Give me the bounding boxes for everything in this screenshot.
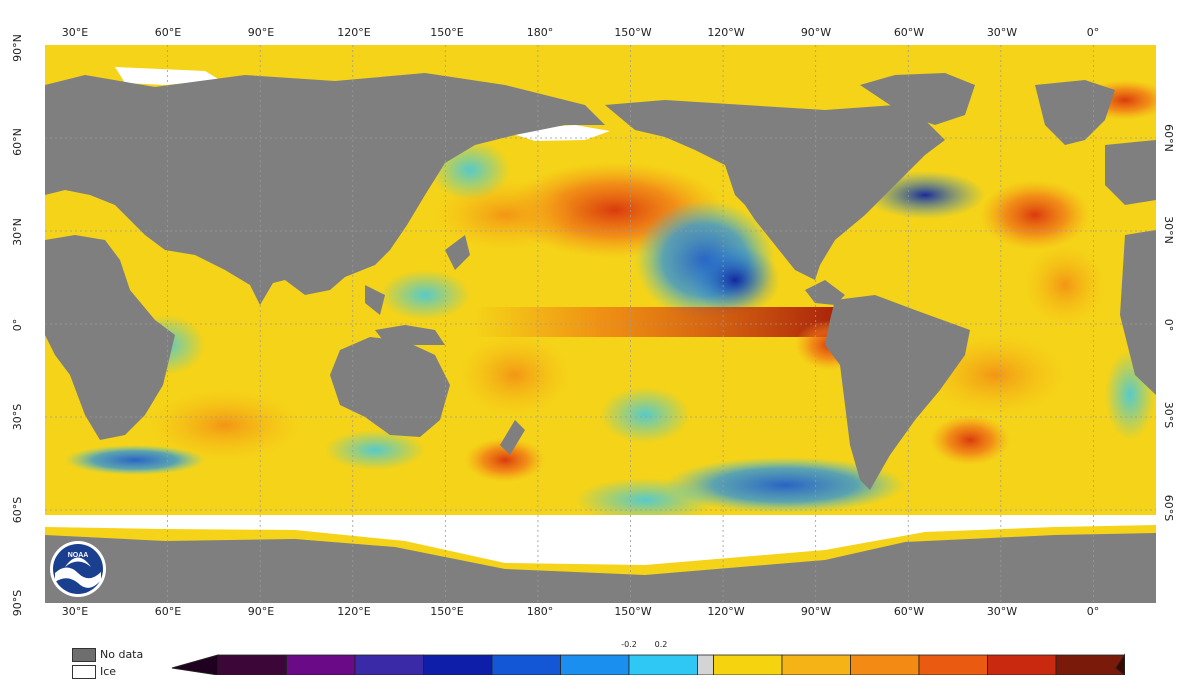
lon-label-150w-bottom: 150°W <box>614 605 652 618</box>
lat-label-0-right: 0° <box>1162 318 1175 332</box>
lon-label-60e-top: 60°E <box>154 26 182 39</box>
north-atlantic-warm-patch <box>980 180 1090 250</box>
japan-landmass <box>445 235 470 270</box>
colorbar-segment <box>697 654 714 675</box>
colorbar-segment <box>781 654 851 675</box>
lon-label-180-top: 180° <box>526 26 554 39</box>
noaa-logo: NOAA <box>49 540 107 598</box>
lon-label-90w-bottom: 90°W <box>800 605 832 618</box>
ice-swatch <box>72 665 96 679</box>
australia-landmass <box>330 337 450 437</box>
south-australia-cool-patch <box>325 430 425 470</box>
colorbar-segment <box>354 654 424 675</box>
no-data-label: No data <box>100 648 144 661</box>
colorbar-tick-label-pos: 0.2 <box>654 640 668 649</box>
california-cool-patch <box>690 245 780 315</box>
lon-label-150e-top: 150°E <box>430 26 464 39</box>
colorbar-segment <box>491 654 561 675</box>
lon-label-120e-top: 120°E <box>337 26 371 39</box>
east-atlantic-warm-patch <box>1025 245 1105 325</box>
lat-label-30s-left: 30°S <box>11 403 24 431</box>
lon-label-60w-bottom: 60°W <box>893 605 925 618</box>
lon-label-90e-bottom: 90°E <box>247 605 275 618</box>
lat-label-90s-left: 90°S <box>11 589 24 617</box>
colorbar-segment <box>850 654 920 675</box>
lon-label-0-bottom: 0° <box>1086 605 1100 618</box>
landmasses <box>45 73 1156 603</box>
greenland-landmass <box>860 73 975 125</box>
antarctica-landmass <box>45 533 1156 603</box>
colorbar-segment <box>713 654 783 675</box>
lon-label-90e-top: 90°E <box>247 26 275 39</box>
philippines-landmass <box>365 285 385 315</box>
sst-anomaly-map <box>45 45 1156 603</box>
tasman-warm-patch <box>465 438 545 482</box>
lon-label-120w-top: 120°W <box>707 26 745 39</box>
africa-landmass <box>45 235 175 440</box>
colorbar-segment <box>918 654 988 675</box>
southern-ocean-cool-patch <box>575 478 715 522</box>
lon-label-120e-bottom: 120°E <box>337 605 371 618</box>
lon-label-150w-top: 150°W <box>614 26 652 39</box>
colorbar-segment <box>987 654 1057 675</box>
noaa-logo-text: NOAA <box>68 552 89 559</box>
antarctic-sea-ice <box>45 515 1156 565</box>
colorbar-segments <box>171 653 1125 675</box>
europe-east-landmass <box>1105 140 1156 205</box>
colorbar-segment <box>217 654 287 675</box>
southern-pacific-cool-band <box>665 457 905 513</box>
lon-label-30e-top: 30°E <box>61 26 89 39</box>
ice-label: Ice <box>100 665 117 678</box>
lat-label-90n-left: 90°N <box>11 34 24 62</box>
colorbar-segment <box>1055 654 1125 675</box>
lat-label-60n-right: 60°N <box>1162 124 1175 152</box>
lat-label-30n-left: 30°N <box>11 218 24 246</box>
colorbar-tick-label-neg: -0.2 <box>621 640 637 649</box>
south-america-landmass <box>825 295 970 490</box>
lat-label-60s-right: 60°S <box>1162 494 1175 522</box>
new-zealand-landmass <box>500 420 525 455</box>
lon-label-180-bottom: 180° <box>526 605 554 618</box>
indian-ocean-warm-patch <box>150 390 300 460</box>
colorbar-extend-min <box>171 654 219 675</box>
lon-label-120w-bottom: 120°W <box>707 605 745 618</box>
lon-label-60w-top: 60°W <box>893 26 925 39</box>
colorbar-segment <box>628 654 698 675</box>
lat-label-30n-right: 30°N <box>1162 216 1175 244</box>
graticule <box>45 45 1156 603</box>
eurasia-landmass <box>45 73 605 305</box>
west-pacific-cool-patch <box>380 270 470 320</box>
colorbar-segment <box>286 654 356 675</box>
central-america-landmass <box>805 280 845 305</box>
south-pacific-warm-patch <box>460 335 570 415</box>
noaa-logo-icon: NOAA <box>50 541 106 597</box>
equatorial-warm-band <box>475 307 835 337</box>
lat-label-60n-left: 60°N <box>11 128 24 156</box>
lat-label-60s-left: 60°S <box>11 496 24 524</box>
scandinavia-landmass <box>1035 80 1115 145</box>
colorbar-segment <box>423 654 493 675</box>
south-indian-cool-streak <box>65 445 205 475</box>
lat-label-0-left: 0° <box>11 318 24 332</box>
lat-label-30s-right: 30°S <box>1162 401 1175 429</box>
lon-label-90w-top: 90°W <box>800 26 832 39</box>
colorbar-segment <box>560 654 630 675</box>
lon-label-0-top: 0° <box>1086 26 1100 39</box>
lon-label-30w-top: 30°W <box>986 26 1018 39</box>
colorbar-extend-max <box>1115 653 1125 675</box>
no-data-swatch <box>72 648 96 662</box>
lon-label-60e-bottom: 60°E <box>154 605 182 618</box>
lon-label-30w-bottom: 30°W <box>986 605 1018 618</box>
south-atlantic-warm-patch <box>930 415 1010 465</box>
south-pacific-cool-patch <box>600 387 690 443</box>
lon-label-150e-bottom: 150°E <box>430 605 464 618</box>
north-america-landmass <box>605 100 945 280</box>
africa-west-landmass <box>1120 230 1156 395</box>
lon-label-30e-bottom: 30°E <box>61 605 89 618</box>
